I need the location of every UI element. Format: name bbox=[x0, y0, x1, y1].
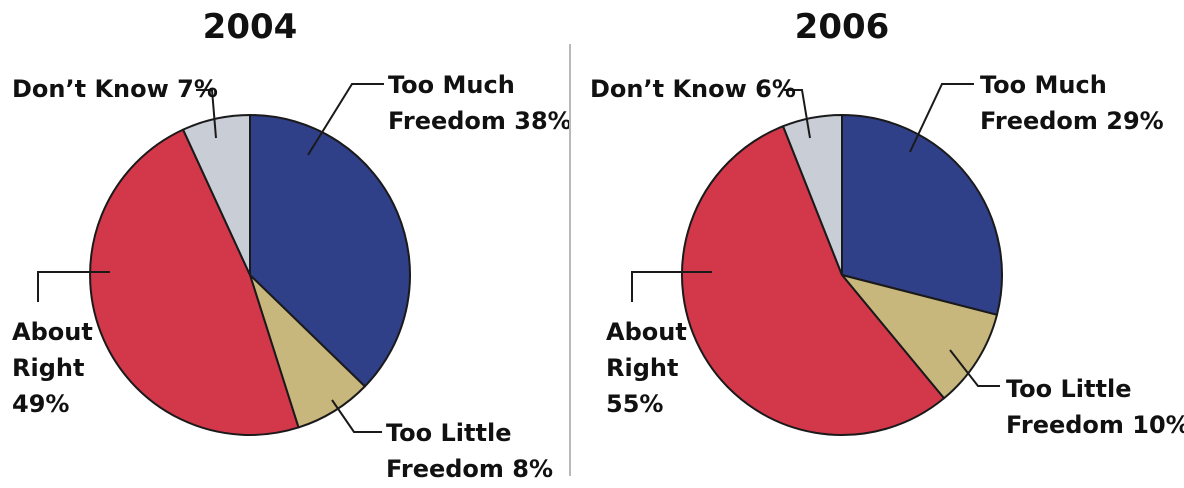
leader-line-about-right-2006 bbox=[631, 271, 712, 302]
slice-label-line: Too Little bbox=[1006, 375, 1131, 403]
leader-line-too-little-2006 bbox=[949, 349, 1000, 387]
slice-label-line: 55% bbox=[606, 390, 663, 418]
slice-label-line: Don’t Know 6% bbox=[590, 75, 796, 103]
slice-label-too-much-2004: Too Much Freedom 38% bbox=[388, 71, 572, 135]
panel-divider bbox=[569, 44, 571, 476]
slice-label-line: Too Much bbox=[388, 71, 515, 99]
slice-label-line: Freedom 10% bbox=[1006, 411, 1184, 439]
pie-slice-dont-know-2006 bbox=[782, 114, 843, 276]
slice-label-line: 49% bbox=[12, 390, 69, 418]
slice-label-line: Don’t Know 7% bbox=[12, 75, 218, 103]
pie-2006 bbox=[681, 114, 1003, 436]
leader-line-dont-know-2006 bbox=[784, 89, 811, 139]
leader-line-too-little-2004 bbox=[331, 399, 382, 433]
slice-label-line: Freedom 29% bbox=[980, 107, 1164, 135]
slice-label-line: Right bbox=[606, 354, 678, 382]
pie-2004 bbox=[89, 114, 411, 436]
slice-label-line: About bbox=[606, 318, 687, 346]
slice-label-line: About bbox=[12, 318, 93, 346]
leader-line-about-right-2004 bbox=[37, 271, 110, 302]
chart-title-2006: 2006 bbox=[795, 7, 890, 47]
leader-line-dont-know-2004 bbox=[196, 89, 217, 139]
slice-label-line: Freedom 38% bbox=[388, 107, 572, 135]
slice-label-line: Right bbox=[12, 354, 84, 382]
slice-label-about-right-2006: About Right 55% bbox=[606, 318, 687, 418]
leader-line-too-much-2006 bbox=[909, 83, 974, 153]
slice-label-dont-know-2006: Don’t Know 6% bbox=[590, 75, 796, 103]
pie-slice-too-much-2006 bbox=[841, 114, 1003, 316]
slice-label-line: Freedom 8% bbox=[386, 455, 553, 483]
pie-slice-about-right-2004 bbox=[89, 128, 300, 436]
slice-label-line: Too Little bbox=[386, 419, 511, 447]
pie-slice-about-right-2006 bbox=[681, 125, 945, 436]
chart-title-2004: 2004 bbox=[203, 7, 298, 47]
slice-label-too-much-2006: Too Much Freedom 29% bbox=[980, 71, 1164, 135]
slice-label-about-right-2004: About Right 49% bbox=[12, 318, 93, 418]
pie-slice-too-much-2004 bbox=[249, 114, 411, 388]
slice-label-too-little-2006: Too Little Freedom 10% bbox=[1006, 375, 1184, 439]
slice-label-dont-know-2004: Don’t Know 7% bbox=[12, 75, 218, 103]
pie-slice-dont-know-2004 bbox=[182, 114, 251, 276]
slice-label-line: Too Much bbox=[980, 71, 1107, 99]
slice-label-too-little-2004: Too Little Freedom 8% bbox=[386, 419, 553, 483]
pie-slice-too-little-2006 bbox=[841, 274, 998, 400]
leader-line-too-much-2004 bbox=[307, 83, 384, 156]
